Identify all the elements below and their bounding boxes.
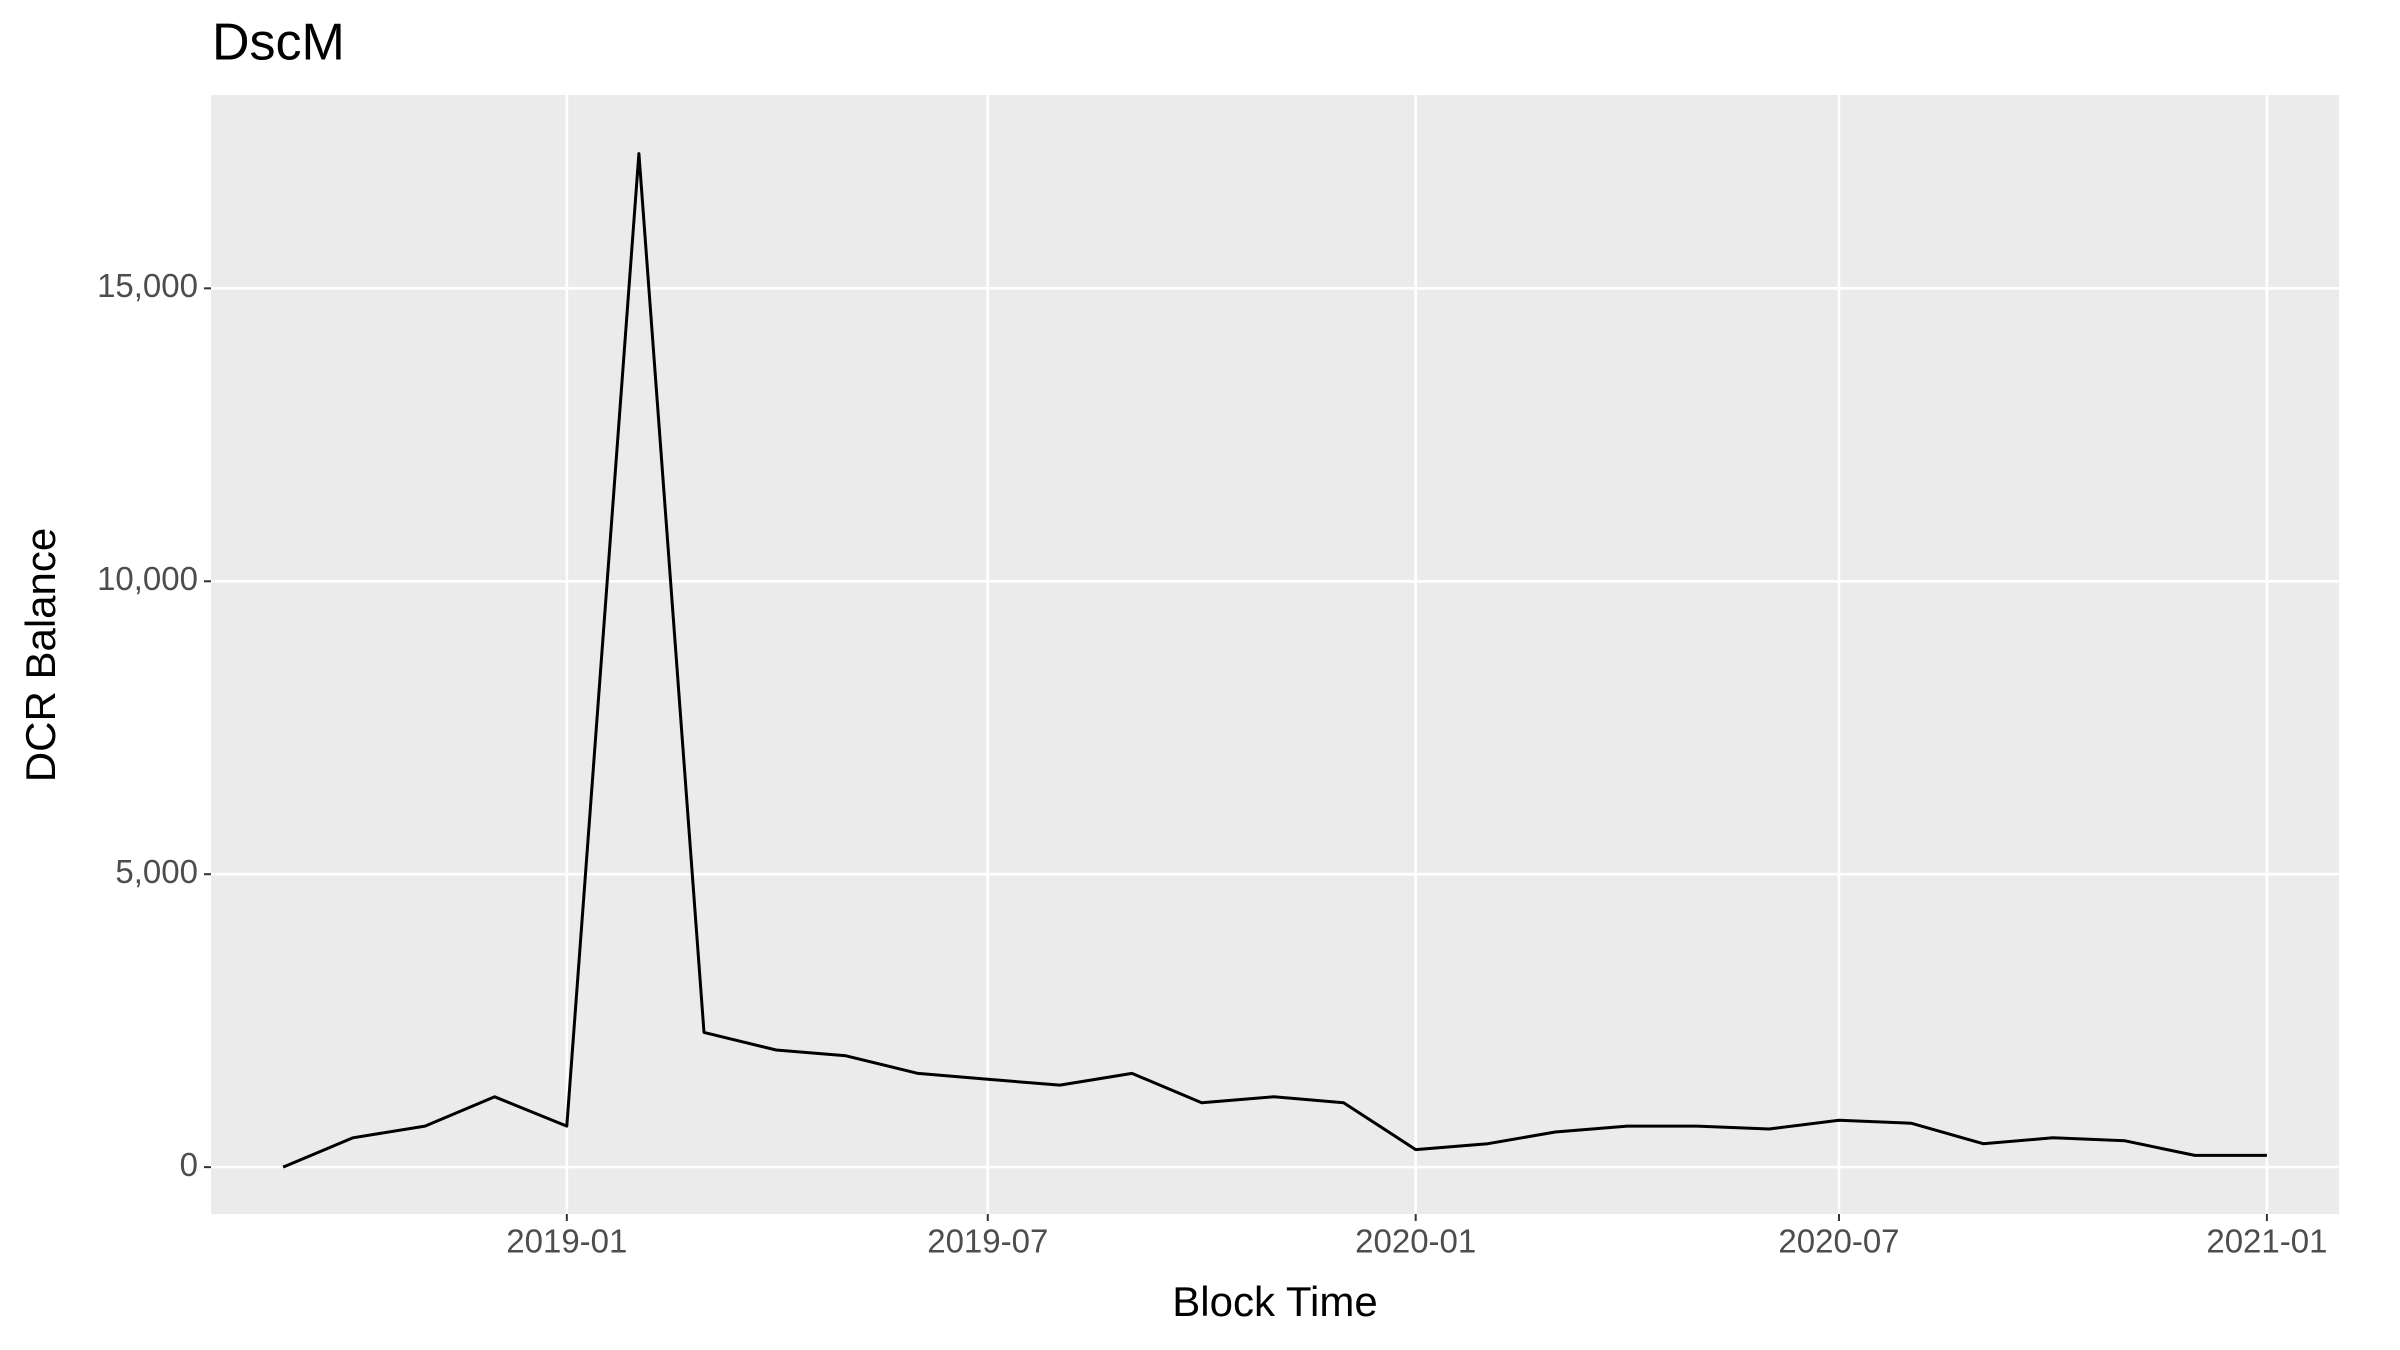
x-axis-title: Block Time [1172, 1278, 1377, 1325]
panel [211, 95, 2339, 1214]
y-tick-label: 0 [180, 1146, 198, 1183]
x-tick-label: 2021-01 [2206, 1223, 2327, 1260]
y-tick-label: 5,000 [115, 853, 198, 890]
y-tick-label: 15,000 [97, 267, 198, 304]
x-tick-label: 2020-01 [1355, 1223, 1476, 1260]
x-tick-label: 2019-07 [927, 1223, 1048, 1260]
data-line [282, 152, 2267, 1169]
y-tick-label: 10,000 [97, 560, 198, 597]
x-tick-label: 2020-07 [1778, 1223, 1899, 1260]
y-axis-title: DCR Balance [17, 528, 64, 782]
chart-title: DscM [212, 14, 345, 72]
x-tick-label: 2019-01 [506, 1223, 627, 1260]
